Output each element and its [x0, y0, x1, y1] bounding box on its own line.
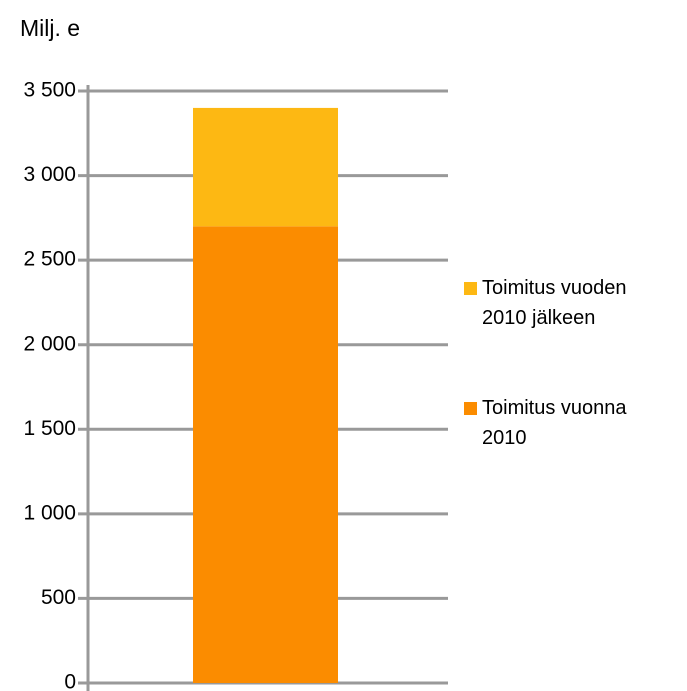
y-tick-label: 2 000: [23, 332, 76, 355]
y-tick-label: 2 500: [23, 248, 76, 271]
legend-label: Toimitus vuonna 2010: [482, 397, 627, 449]
legend-item: Toimitus vuonna 2010: [464, 393, 660, 453]
bar-segment: [193, 107, 338, 227]
y-tick-label: 3 500: [23, 79, 76, 102]
y-tick-label: 1 500: [23, 417, 76, 440]
legend-item: Toimitus vuoden 2010 jälkeen: [464, 273, 660, 333]
y-tick-label: 500: [41, 586, 76, 609]
legend-label: Toimitus vuoden 2010 jälkeen: [482, 277, 627, 329]
bar-segment: [193, 226, 338, 684]
legend-swatch: [464, 402, 477, 415]
y-tick-label: 3 000: [23, 163, 76, 186]
y-tick-label: 0: [64, 671, 76, 691]
y-axis-label: Milj. e: [20, 15, 80, 41]
legend-swatch: [464, 282, 477, 295]
y-tick-label: 1 000: [23, 501, 76, 524]
